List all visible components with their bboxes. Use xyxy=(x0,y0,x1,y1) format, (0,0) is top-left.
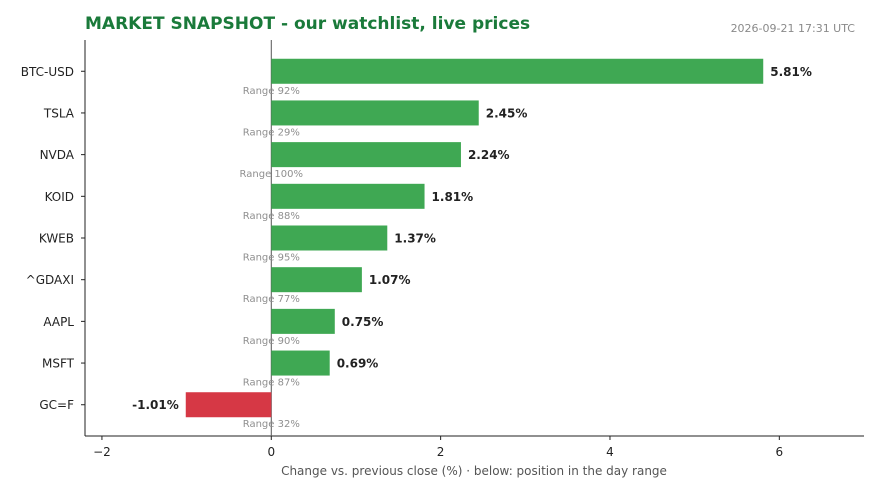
bar xyxy=(271,100,479,126)
value-label: 2.24% xyxy=(468,148,510,162)
y-tick-label: KWEB xyxy=(39,232,74,246)
range-label: Range 92% xyxy=(243,86,300,97)
value-label: 1.07% xyxy=(369,273,411,287)
y-tick-label: NVDA xyxy=(40,148,75,162)
x-tick-label: 4 xyxy=(606,445,614,459)
x-tick-label: 2 xyxy=(437,445,445,459)
y-tick-label: TSLA xyxy=(43,106,75,120)
y-tick-label: AAPL xyxy=(43,315,74,329)
bar xyxy=(185,392,272,418)
x-axis-title: Change vs. previous close (%) · below: p… xyxy=(281,464,667,478)
range-label: Range 87% xyxy=(243,378,300,389)
range-label: Range 77% xyxy=(243,294,300,305)
y-tick-label: BTC-USD xyxy=(21,65,74,79)
bar xyxy=(271,350,330,376)
y-tick-label: KOID xyxy=(45,190,74,204)
x-tick-label: 0 xyxy=(267,445,275,459)
range-label: Range 95% xyxy=(243,253,300,264)
range-label: Range 100% xyxy=(240,169,303,180)
x-tick-label: −2 xyxy=(93,445,111,459)
range-label: Range 29% xyxy=(243,127,300,138)
range-label: Range 32% xyxy=(243,419,300,430)
y-tick-label: MSFT xyxy=(42,357,75,371)
timestamp: 2026-09-21 17:31 UTC xyxy=(730,22,855,35)
bar xyxy=(271,225,388,251)
labels: BTC-USD 5.81% Range 92% TSLA 2.45% Range 29% N… xyxy=(21,65,812,430)
value-label: 1.37% xyxy=(394,232,436,246)
y-tick-label: GC=F xyxy=(39,398,74,412)
value-label: 1.81% xyxy=(432,190,474,204)
bar xyxy=(271,308,335,334)
range-label: Range 90% xyxy=(243,336,300,347)
y-tick-label: ^GDAXI xyxy=(26,273,74,287)
value-label: 0.75% xyxy=(342,315,384,329)
chart-title: MARKET SNAPSHOT - our watchlist, live pr… xyxy=(85,14,531,34)
bar xyxy=(271,183,425,209)
value-label: -1.01% xyxy=(132,398,179,412)
bar xyxy=(271,142,461,168)
value-label: 0.69% xyxy=(337,357,379,371)
bar xyxy=(271,58,764,84)
bar xyxy=(271,267,362,293)
x-tick-label: 6 xyxy=(776,445,784,459)
range-label: Range 88% xyxy=(243,211,300,222)
value-label: 2.45% xyxy=(486,106,528,120)
value-label: 5.81% xyxy=(770,65,812,79)
bars xyxy=(185,58,764,418)
